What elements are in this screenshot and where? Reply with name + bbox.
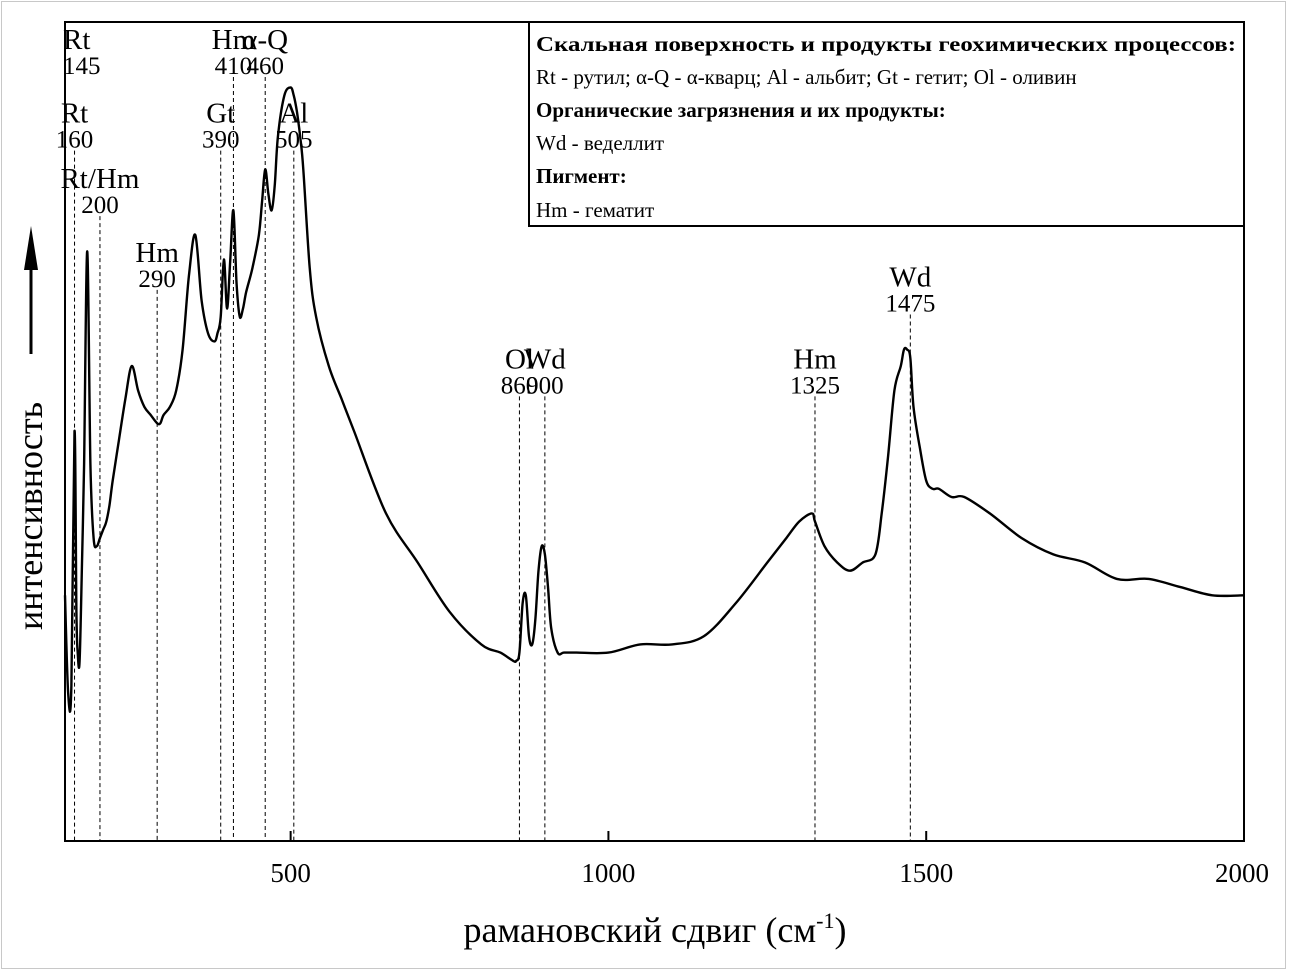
peak-label-410: Hm (212, 24, 256, 56)
peak-wavenumber-860: 860 (501, 372, 539, 399)
peak-label-160: Rt (61, 98, 88, 130)
y-axis-title: интенсивность (10, 402, 50, 630)
peak-label-290: Hm (135, 237, 179, 269)
legend: Скальная поверхность и продукты геохимич… (536, 32, 1236, 222)
peak-label-900: Wd (524, 343, 566, 375)
peak-labels: Rt145Rt160Rt/Hm200Hm290Gt390Hm410α-Q460A… (56, 24, 936, 399)
peak-wavenumber-410: 410 (215, 53, 253, 80)
peak-wavenumber-900: 900 (526, 372, 564, 399)
x-tick-label-1000: 1000 (581, 858, 635, 888)
peak-label-860: Ol (505, 343, 534, 375)
peak-wavenumber-1475: 1475 (885, 290, 935, 317)
peak-wavenumber-390: 390 (202, 127, 240, 154)
peak-label-1475: Wd (889, 261, 931, 293)
peak-label-505: Al (279, 98, 308, 130)
peak-wavenumber-505: 505 (275, 127, 313, 154)
y-axis-arrow-head (24, 226, 38, 270)
peak-label-460: α-Q (242, 24, 288, 56)
peak-wavenumber-290: 290 (138, 266, 176, 293)
legend-heading: Органические загрязнения и их продукты: (536, 98, 946, 122)
legend-box (528, 21, 1245, 227)
x-tick-label-2000: 2000 (1215, 858, 1269, 888)
peak-wavenumber-460: 460 (246, 53, 284, 80)
peak-label-1325: Hm (793, 343, 837, 375)
legend-entry: Rt - рутил; α-Q - α-кварц; Al - альбит; … (536, 65, 1077, 89)
peak-label-390: Gt (206, 98, 235, 130)
peak-marker-lines (64, 76, 911, 841)
legend-entry: Wd - веделлит (536, 131, 664, 155)
legend-heading: Пигмент: (536, 164, 627, 188)
spectrum-line (63, 86, 1245, 713)
peak-label-200: Rt/Hm (60, 163, 139, 195)
x-axis-title: рамановский сдвиг (см-1) (464, 908, 847, 950)
peak-wavenumber-160: 160 (56, 127, 94, 154)
peak-wavenumber-200: 200 (81, 192, 119, 219)
x-tick-label-500: 500 (270, 858, 311, 888)
peak-wavenumber-145: 145 (63, 53, 101, 80)
peak-wavenumber-1325: 1325 (790, 372, 840, 399)
peak-label-145: Rt (63, 24, 90, 56)
legend-entry: Hm - гематит (536, 198, 654, 222)
x-tick-label-1500: 1500 (899, 858, 953, 888)
legend-heading: Скальная поверхность и продукты геохимич… (536, 32, 1236, 56)
x-axis-ticks: 500 1000 1500 2000 (270, 831, 1269, 888)
